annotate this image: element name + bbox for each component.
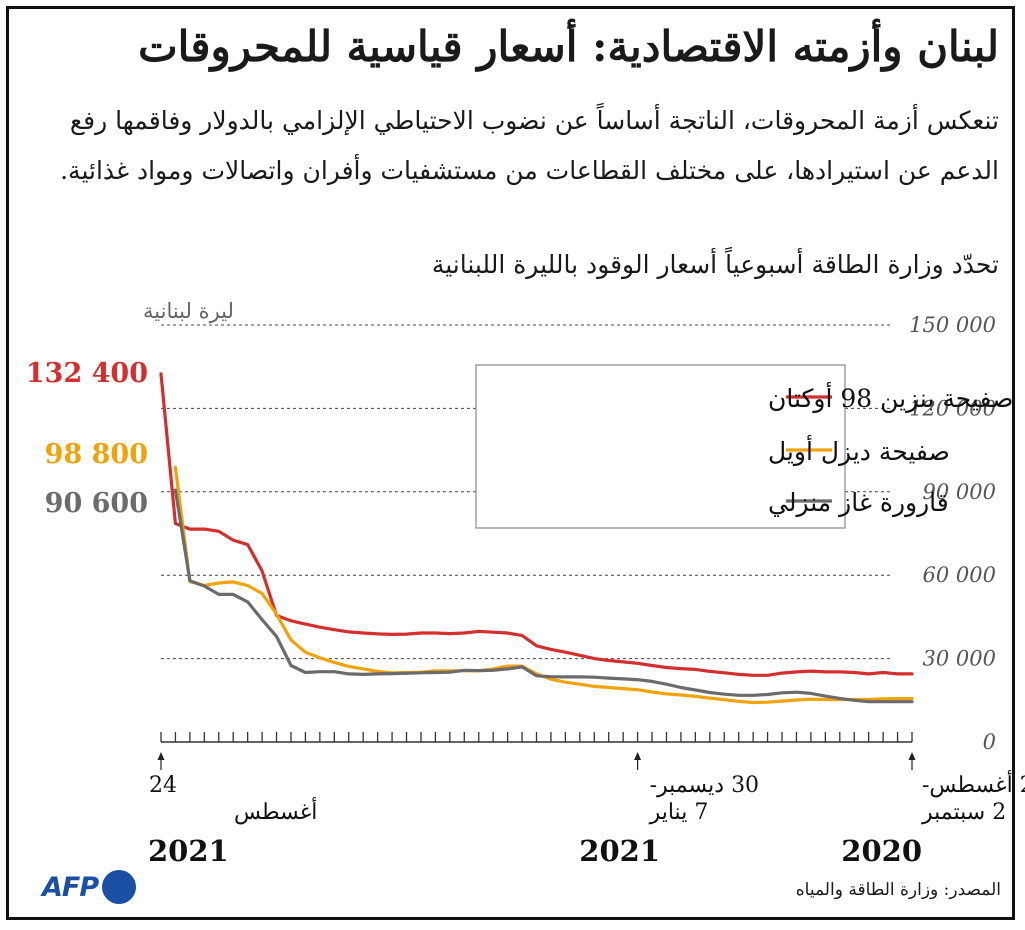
series-end-label: 90 600 (45, 488, 148, 519)
x-tick-label: 7 يناير (649, 800, 709, 825)
y-tick-label: 150 000 (909, 313, 996, 337)
y-axis-label: ليرة لبنانية (143, 299, 234, 324)
y-tick-label: 120 000 (909, 396, 996, 420)
infographic-frame (6, 6, 1015, 920)
x-label-arrow-head-icon (908, 752, 916, 760)
description-text: تنعكس أزمة المحروقات، الناتجة أساساً عن … (60, 106, 999, 185)
x-year-label: 2021 (148, 834, 229, 868)
afp-logo: AFP (42, 870, 137, 904)
afp-logo-text: AFP (42, 871, 99, 903)
y-tick-label: 30 000 (923, 647, 996, 671)
x-tick-label: 30 ديسمبر- (650, 773, 759, 798)
x-tick-label: 2 سبتمبر (921, 800, 1006, 825)
series-end-label: 98 800 (45, 439, 148, 470)
legend-item-label: صفيحة بنزين 98 أوكتان (768, 381, 1013, 414)
x-tick-label: 24 (149, 773, 177, 798)
source-text: المصدر: وزارة الطاقة والمياه (795, 880, 1001, 900)
legend-item-label: قارورة غاز منزلي (768, 488, 949, 518)
y-tick-label: 0 (983, 730, 996, 754)
series-line-2 (173, 488, 914, 704)
x-year-label: 2020 (841, 834, 922, 868)
x-tick-label: 26 أغسطس- (922, 769, 1025, 798)
x-year-label: 2021 (579, 834, 660, 868)
y-tick-label: 60 000 (923, 563, 996, 587)
afp-logo-dot-icon (102, 870, 137, 904)
x-label-arrow-head-icon (634, 752, 642, 760)
subdescription-text: تحدّد وزارة الطاقة أسبوعياً أسعار الوقود… (431, 250, 999, 279)
series-line-0 (159, 372, 914, 677)
legend-item-label: صفيحة ديزل أويل (768, 434, 950, 467)
x-label-arrow-head-icon (157, 752, 165, 760)
series-end-label: 132 400 (26, 358, 148, 389)
page-title: لبنان وأزمته الاقتصادية: أسعار قياسية لل… (138, 22, 999, 71)
x-tick-label: أغسطس (234, 796, 317, 825)
legend-box (475, 364, 846, 529)
y-tick-label: 90 000 (923, 480, 996, 504)
